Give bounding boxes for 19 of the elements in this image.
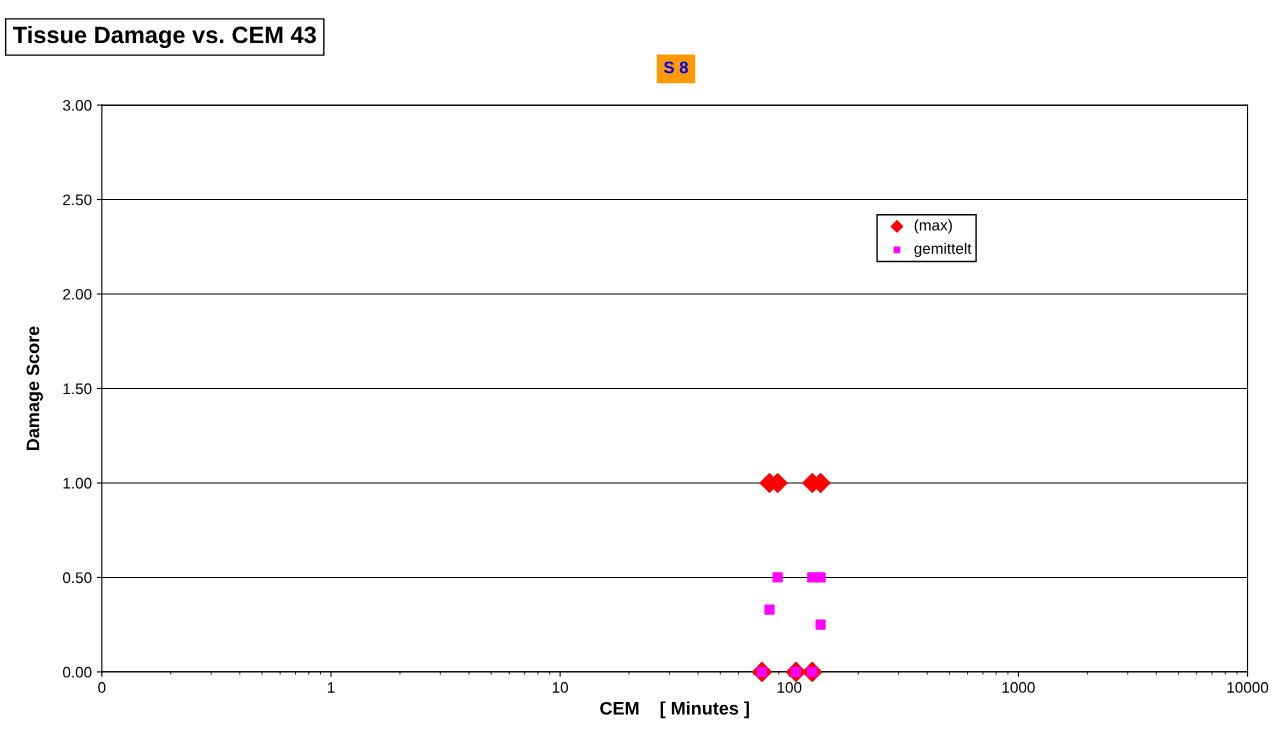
x-tick-label: 1	[327, 682, 335, 693]
x-tick-label: 10	[552, 682, 569, 693]
x-axis-title: CEM [ Minutes ]	[600, 701, 749, 719]
y-tick-label: 2.00	[63, 288, 92, 300]
legend-label: gemittelt	[914, 242, 972, 257]
y-tick-label: 3.00	[62, 99, 92, 111]
x-tick-label: 100	[777, 682, 802, 693]
y-tick-label: 0.50	[62, 572, 92, 584]
text: S 8	[663, 61, 688, 74]
y-tick-label: 1.50	[63, 383, 92, 395]
legend-label: (max)	[914, 219, 952, 234]
x-tick-label: 0	[98, 682, 106, 693]
y-tick-label: 2.50	[63, 194, 92, 206]
x-tick-label: 1000	[1002, 682, 1035, 693]
x-tick-label: 10000	[1227, 682, 1269, 693]
chart-title: Tissue Damage vs. CEM 43	[13, 25, 316, 49]
y-tick-label: 1.00	[63, 477, 92, 489]
y-axis-title: Damage Score	[26, 326, 43, 451]
y-tick-label: 0.00	[62, 666, 92, 678]
